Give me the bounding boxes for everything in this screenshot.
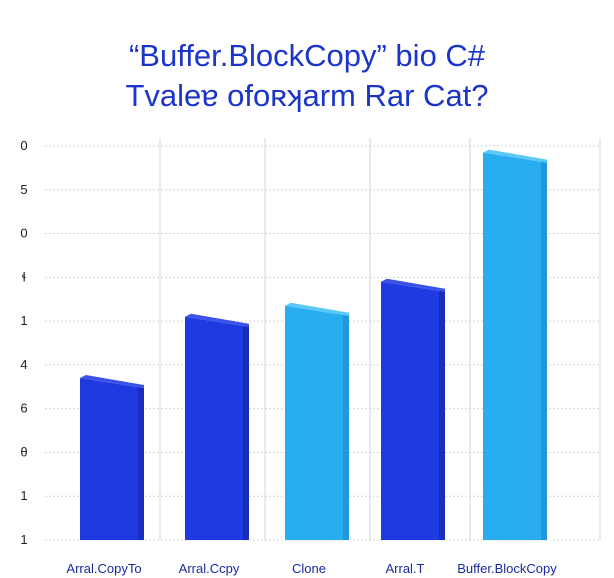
y-tick-label: θ bbox=[20, 444, 27, 459]
y-tick-label: 0 bbox=[20, 138, 27, 153]
bar-2 bbox=[185, 313, 249, 540]
x-tick-label: Arral.Ccpy bbox=[179, 561, 240, 576]
bar-side bbox=[439, 290, 445, 540]
y-axis-ticks: 1 1 θ 6 4 1 ɬ 0 5 0 bbox=[20, 138, 27, 547]
y-tick-label: 4 bbox=[20, 357, 27, 372]
bar-top bbox=[483, 149, 547, 163]
y-tick-label: 0 bbox=[20, 226, 27, 241]
bar-side bbox=[243, 325, 249, 540]
bar-top bbox=[185, 313, 249, 327]
bar-1 bbox=[80, 375, 144, 540]
bar-face bbox=[80, 378, 144, 540]
bar-4 bbox=[381, 278, 445, 540]
y-tick-label: 6 bbox=[20, 401, 27, 416]
chart-subtitle: Tvaleɐ ofoʀʞarm Rar Cat? bbox=[125, 78, 489, 113]
bar-side bbox=[343, 314, 349, 540]
x-tick-label: Clone bbox=[292, 561, 326, 576]
bar-top bbox=[80, 375, 144, 389]
x-tick-label: Arral.CopyTo bbox=[66, 561, 141, 576]
y-tick-label: 5 bbox=[20, 182, 27, 197]
bar-face bbox=[185, 316, 249, 540]
bar-top bbox=[381, 278, 445, 292]
bars bbox=[80, 149, 547, 541]
bar-side bbox=[138, 387, 144, 540]
bar-side bbox=[541, 161, 547, 541]
bar-3 bbox=[285, 302, 349, 540]
bar-5 bbox=[483, 149, 547, 541]
x-tick-label: Buffer.BlockCopy bbox=[457, 561, 557, 576]
bar-face bbox=[381, 281, 445, 540]
x-axis-ticks: Arral.CopyTo Arral.Ccpy Clone Arral.T Buffer… bbox=[66, 561, 557, 576]
bar-face bbox=[483, 152, 547, 541]
bar-face bbox=[285, 305, 349, 540]
y-tick-label: 1 bbox=[20, 532, 27, 547]
y-tick-label: 1 bbox=[20, 313, 27, 328]
y-tick-label: 1 bbox=[20, 488, 27, 503]
x-tick-label: Arral.T bbox=[386, 561, 425, 576]
bar-top bbox=[285, 302, 349, 316]
chart-title: “Buffer.BlockCopy” bio C# bbox=[128, 38, 486, 73]
y-tick-label: ɬ bbox=[22, 269, 26, 284]
